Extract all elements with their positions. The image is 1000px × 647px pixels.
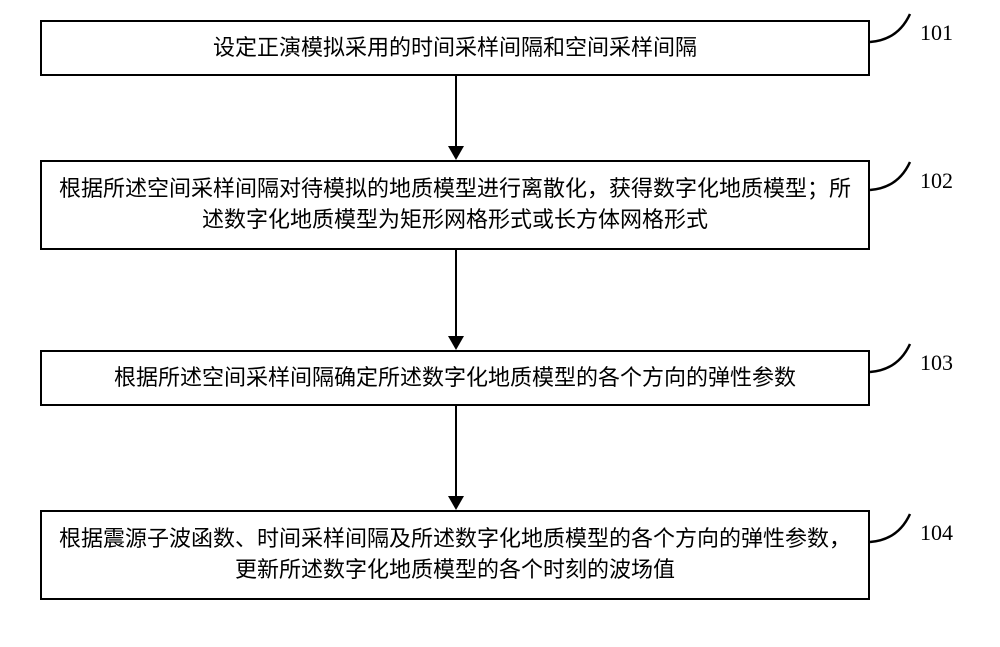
arrow-103-104-head bbox=[448, 496, 464, 510]
flow-step-text: 设定正演模拟采用的时间采样间隔和空间采样间隔 bbox=[213, 33, 697, 64]
flow-step-label-102: 102 bbox=[920, 168, 953, 194]
arrow-102-103-line bbox=[455, 250, 457, 336]
flow-step-text: 根据震源子波函数、时间采样间隔及所述数字化地质模型的各个方向的弹性参数，更新所述… bbox=[58, 524, 852, 586]
flowchart-canvas: 设定正演模拟采用的时间采样间隔和空间采样间隔 101 根据所述空间采样间隔对待模… bbox=[0, 0, 1000, 647]
label-connector-104 bbox=[870, 510, 920, 550]
flow-step-label-103: 103 bbox=[920, 350, 953, 376]
arrow-103-104-line bbox=[455, 406, 457, 496]
flow-step-label-101: 101 bbox=[920, 20, 953, 46]
flow-step-text: 根据所述空间采样间隔对待模拟的地质模型进行离散化，获得数字化地质模型；所述数字化… bbox=[58, 174, 852, 236]
flow-step-103: 根据所述空间采样间隔确定所述数字化地质模型的各个方向的弹性参数 bbox=[40, 350, 870, 406]
flow-step-101: 设定正演模拟采用的时间采样间隔和空间采样间隔 bbox=[40, 20, 870, 76]
label-connector-101 bbox=[870, 10, 920, 50]
flow-step-104: 根据震源子波函数、时间采样间隔及所述数字化地质模型的各个方向的弹性参数，更新所述… bbox=[40, 510, 870, 600]
label-connector-102 bbox=[870, 158, 920, 198]
arrow-102-103-head bbox=[448, 336, 464, 350]
flow-step-text: 根据所述空间采样间隔确定所述数字化地质模型的各个方向的弹性参数 bbox=[114, 363, 796, 394]
arrow-101-102-line bbox=[455, 76, 457, 146]
flow-step-102: 根据所述空间采样间隔对待模拟的地质模型进行离散化，获得数字化地质模型；所述数字化… bbox=[40, 160, 870, 250]
flow-step-label-104: 104 bbox=[920, 520, 953, 546]
label-connector-103 bbox=[870, 340, 920, 380]
arrow-101-102-head bbox=[448, 146, 464, 160]
